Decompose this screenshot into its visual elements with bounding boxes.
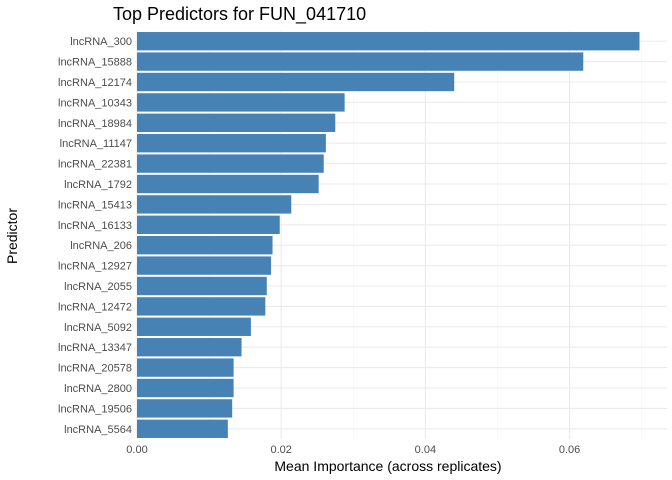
bar-lncrna-15888 [137, 52, 584, 71]
y-axis-title: Predictor [4, 208, 20, 264]
y-tick-label: lncRNA_20578 [58, 363, 132, 375]
chart-title: Top Predictors for FUN_041710 [113, 4, 366, 25]
x-tick-labels: 0.00 0.02 0.04 0.06 [126, 444, 580, 456]
y-tick-label: lncRNA_16133 [58, 220, 132, 232]
bar-lncrna-2055 [137, 276, 267, 296]
bar-lncrna-300 [137, 32, 640, 51]
bar-lncrna-1792 [137, 174, 319, 194]
y-tick-label: lncRNA_300 [70, 36, 132, 48]
bar-lncrna-12174 [137, 72, 455, 92]
y-tick-label: lncRNA_12927 [58, 261, 132, 273]
bars [137, 32, 640, 438]
x-tick-label: 0.00 [126, 444, 147, 456]
bar-lncrna-206 [137, 236, 273, 255]
y-tick-label: lncRNA_18984 [58, 118, 132, 130]
bar-lncrna-15413 [137, 195, 292, 214]
bar-lncrna-11147 [137, 134, 326, 153]
y-tick-label: lncRNA_1792 [64, 179, 132, 191]
bar-lncrna-12472 [137, 297, 266, 316]
y-tick-label: lncRNA_11147 [60, 138, 132, 150]
x-axis-title: Mean Importance (across replicates) [274, 458, 501, 474]
y-tick-label: lncRNA_12472 [58, 301, 132, 313]
y-tick-label: lncRNA_5092 [64, 322, 132, 334]
x-tick-label: 0.06 [559, 444, 580, 456]
bar-lncrna-5092 [137, 317, 251, 336]
y-tick-labels: lncRNA_300 lncRNA_15888 lncRNA_12174 lncRNA… [58, 36, 132, 436]
bar-lncrna-18984 [137, 113, 336, 132]
y-tick-label: lncRNA_206 [70, 240, 132, 252]
bar-lncrna-22381 [137, 154, 324, 173]
bar-lncrna-13347 [137, 338, 242, 357]
bar-lncrna-2800 [137, 378, 234, 398]
bar-lncrna-5564 [137, 419, 228, 438]
y-tick-label: lncRNA_22381 [58, 159, 132, 171]
y-tick-label: lncRNA_10343 [58, 97, 132, 109]
bar-lncrna-10343 [137, 93, 345, 112]
y-tick-label: lncRNA_13347 [58, 342, 132, 354]
y-tick-label: lncRNA_15413 [58, 199, 132, 211]
x-tick-label: 0.02 [270, 444, 291, 456]
bar-lncrna-20578 [137, 358, 234, 377]
y-tick-label: lncRNA_19506 [58, 403, 132, 415]
y-tick-label: lncRNA_2055 [64, 281, 132, 293]
y-tick-label: lncRNA_5564 [64, 424, 132, 436]
bar-lncrna-12927 [137, 256, 272, 275]
bar-lncrna-19506 [137, 399, 233, 418]
grid [135, 31, 667, 439]
y-tick-label: lncRNA_2800 [64, 383, 132, 395]
bar-lncrna-16133 [137, 215, 280, 234]
y-tick-label: lncRNA_12174 [58, 77, 132, 89]
y-tick-label: lncRNA_15888 [58, 57, 132, 69]
x-tick-label: 0.04 [415, 444, 436, 456]
